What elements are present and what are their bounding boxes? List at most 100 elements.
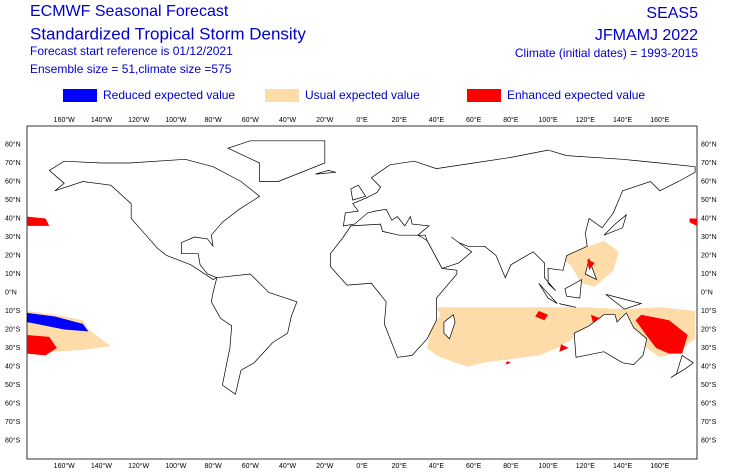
landmass	[342, 149, 696, 291]
landmass	[559, 303, 577, 308]
longitude-label: 100°W	[165, 116, 186, 124]
longitude-label: 40°W	[279, 462, 297, 470]
longitude-label: 80°W	[205, 462, 223, 470]
longitude-label: 40°E	[429, 462, 445, 470]
latitude-label: 30°N	[5, 233, 21, 241]
longitude-label: 100°W	[165, 462, 186, 470]
latitude-label: 70°N	[701, 159, 717, 167]
latitude-label: 50°S	[5, 381, 21, 389]
landmass	[210, 273, 298, 395]
longitude-label: 0°E	[356, 116, 368, 124]
latitude-label: 0°N	[5, 288, 17, 296]
latitude-label: 10°N	[701, 270, 717, 278]
longitude-label: 120°W	[128, 462, 149, 470]
longitude-label: 140°W	[91, 462, 112, 470]
legend-swatch	[63, 89, 97, 102]
latitude-label: 10°N	[5, 270, 21, 278]
longitude-label: 140°W	[91, 116, 112, 124]
latitude-label: 60°N	[5, 177, 21, 185]
landmass	[670, 354, 694, 378]
latitude-label: 60°N	[701, 177, 717, 185]
land	[48, 140, 696, 395]
landmass	[573, 312, 648, 365]
reduced-area	[27, 312, 89, 332]
legend-swatch	[265, 89, 299, 102]
longitude-label: 20°E	[392, 116, 408, 124]
latitude-label: 30°S	[5, 344, 21, 352]
latitude-label: 20°N	[701, 251, 717, 259]
legend-label: Enhanced expected value	[507, 88, 645, 102]
landmass	[315, 170, 336, 175]
longitude-label: 40°E	[429, 116, 445, 124]
landmass	[603, 213, 627, 236]
landmass	[48, 158, 261, 281]
latitude-label: 70°S	[701, 418, 717, 426]
latitude-label: 80°N	[5, 140, 21, 148]
latitude-label: 40°N	[701, 214, 717, 222]
legend-label: Usual expected value	[305, 88, 420, 102]
longitude-label: 160°W	[54, 116, 75, 124]
subtitle: Standardized Tropical Storm Density	[30, 24, 306, 43]
latitude-label: 50°S	[701, 381, 717, 389]
enhanced-area	[689, 218, 697, 226]
longitude-label: 20°E	[392, 462, 408, 470]
longitude-label: 120°W	[128, 116, 149, 124]
latitude-label: 0°N	[701, 288, 713, 296]
longitude-label: 160°E	[650, 462, 669, 470]
longitude-label: 140°E	[613, 462, 632, 470]
longitude-label: 60°W	[242, 116, 260, 124]
longitude-label: 160°E	[650, 116, 669, 124]
enhanced-area	[559, 344, 569, 352]
latitude-label: 70°S	[5, 418, 21, 426]
landmass	[564, 278, 583, 299]
latitude-label: 50°N	[701, 196, 717, 204]
landmass	[538, 283, 558, 304]
longitude-label: 120°E	[576, 462, 595, 470]
latitude-label: 80°S	[5, 436, 21, 444]
latitude-label: 10°S	[5, 307, 21, 315]
latitude-label: 20°S	[701, 325, 717, 333]
longitude-label: 60°E	[466, 462, 482, 470]
landmass	[350, 184, 367, 201]
enhanced-area	[535, 311, 549, 321]
longitude-label: 120°E	[576, 116, 595, 124]
legend: Reduced expected value Usual expected val…	[63, 88, 645, 102]
latitude-label: 50°N	[5, 196, 21, 204]
latitude-label: 30°N	[701, 233, 717, 241]
latitude-label: 40°N	[5, 214, 21, 222]
latitude-label: 30°S	[701, 344, 717, 352]
landmass	[605, 294, 643, 310]
enhanced-area	[587, 259, 595, 271]
latitude-label: 20°N	[5, 251, 21, 259]
landmass	[443, 314, 456, 340]
latitude-label: 60°S	[701, 399, 717, 407]
longitude-label: 80°W	[205, 116, 223, 124]
enhanced-area	[505, 361, 511, 365]
longitude-label: 160°W	[54, 462, 75, 470]
longitude-label: 140°E	[613, 116, 632, 124]
longitude-label: 0°E	[356, 462, 368, 470]
enhanced-area	[635, 314, 688, 354]
longitude-label: 60°E	[466, 116, 482, 124]
model: SEAS5	[646, 5, 698, 22]
title: ECMWF Seasonal Forecast	[30, 3, 229, 20]
landmass	[227, 140, 326, 182]
latitude-label: 80°N	[701, 140, 717, 148]
longitude-label: 80°E	[503, 462, 519, 470]
enhanced-area	[27, 335, 57, 356]
enhanced-area	[27, 216, 50, 226]
longitude-label: 80°E	[503, 116, 519, 124]
ensemble: Ensemble size = 51,climate size =575	[30, 62, 232, 76]
map-frame	[26, 125, 698, 460]
latitude-label: 10°S	[701, 307, 717, 315]
longitude-label: 100°E	[539, 462, 558, 470]
longitude-label: 60°W	[242, 462, 260, 470]
legend-swatch	[467, 89, 501, 102]
enhanced-area	[590, 314, 601, 323]
longitude-label: 20°W	[316, 116, 334, 124]
latitude-label: 40°S	[5, 362, 21, 370]
latitude-label: 80°S	[701, 436, 717, 444]
axis-labels: 160°W 160°W 140°W 140°W 120°W 120°W 100°W 100°W…	[5, 116, 717, 470]
latitude-label: 40°S	[701, 362, 717, 370]
